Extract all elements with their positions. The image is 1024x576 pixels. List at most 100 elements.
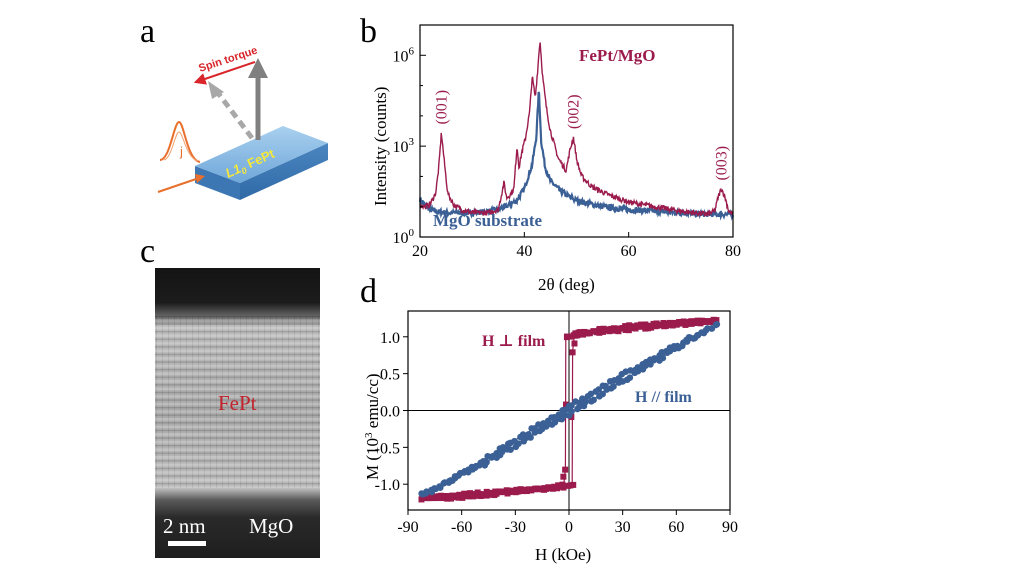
hysteresis-xlabel: H (kOe)	[535, 545, 591, 564]
par-marker	[659, 354, 667, 362]
perp-marker	[536, 486, 543, 493]
perp-marker	[610, 327, 617, 334]
x-tick-label-0: -90	[397, 519, 418, 536]
panel-label-c: c	[140, 233, 155, 270]
x-tick-label-2: 60	[621, 243, 637, 260]
perp-marker	[664, 321, 671, 328]
perp-marker	[429, 494, 436, 501]
perp-marker	[577, 329, 584, 336]
par-marker	[610, 383, 617, 390]
x-tick-label-2: -30	[505, 519, 526, 536]
series-mgo-substrate-line	[418, 91, 735, 221]
xrd-plot-area: (001) (002) (003)	[418, 42, 735, 221]
par-marker	[507, 446, 514, 454]
perp-marker	[697, 320, 704, 327]
panel-c-tem-image: FePt MgO 2 nm	[155, 268, 320, 558]
perp-marker	[541, 485, 548, 492]
y-tick-label-2: 0.0	[380, 404, 400, 421]
xrd-xlabel: 2θ (deg)	[538, 275, 595, 294]
spin-torque-arrow	[193, 61, 256, 85]
perp-marker	[436, 495, 443, 502]
current-arrow	[157, 177, 200, 193]
perp-marker	[654, 322, 661, 329]
y-tick-label-3: 0.5	[380, 367, 400, 384]
current-pulse-icon	[159, 120, 201, 163]
perp-marker	[703, 318, 710, 325]
par-marker	[650, 356, 658, 364]
perp-marker	[466, 493, 473, 500]
slab-top	[195, 126, 328, 183]
perp-marker	[572, 330, 579, 337]
slab-side	[240, 143, 328, 200]
y-tick-label-0: -1.0	[375, 477, 400, 494]
hysteresis-ylabel: M (103 emu/cc)	[363, 373, 382, 480]
perp-marker	[678, 319, 685, 326]
peak-label-0: (001)	[433, 90, 450, 125]
perp-marker	[487, 489, 494, 496]
par-marker	[515, 440, 522, 447]
perp-marker	[563, 401, 570, 408]
legend-h-par-film: H // film	[635, 389, 693, 406]
perp-marker	[547, 484, 554, 491]
perp-marker	[694, 319, 701, 326]
par-marker	[590, 396, 597, 404]
perp-marker	[596, 329, 603, 336]
hysteresis-ticks: -90 -60 -30 0 30 60 90 -1.0 -0.5 0.0 0.5 1.0	[375, 330, 738, 536]
par-marker	[584, 393, 592, 400]
perp-marker	[455, 494, 462, 501]
par-marker	[455, 472, 462, 479]
perp-marker	[497, 489, 504, 496]
panel-b-chart: (001) (002) (003) 20 40 60 80 100 103 106 2θ (de…	[371, 24, 741, 294]
perp-marker	[685, 320, 692, 327]
par-marker	[712, 321, 720, 329]
x-tick-label-0: 20	[412, 243, 428, 260]
slab-front	[195, 166, 240, 200]
panel-d-chart: -90 -60 -30 0 30 60 90 -1.0 -0.5 0.0 0.5 1.0 H (kOe…	[363, 310, 738, 564]
par-marker	[423, 488, 430, 495]
mgo-label: MgO	[249, 514, 293, 538]
x-tick-label-3: 0	[565, 519, 573, 536]
panel-label-b: b	[360, 13, 377, 50]
perp-marker	[564, 333, 571, 340]
perp-marker	[627, 325, 634, 332]
par-marker	[498, 448, 506, 456]
perp-marker	[565, 482, 572, 489]
perp-marker	[713, 317, 720, 324]
perp-marker	[569, 349, 576, 356]
x-tick-label-5: 60	[668, 519, 684, 536]
dashed-arrow-head	[208, 81, 224, 99]
par-marker	[440, 479, 448, 487]
perp-marker	[506, 487, 513, 494]
perp-marker	[657, 322, 664, 329]
legend-h-perp-film: H ⊥ film	[482, 333, 546, 350]
perp-marker	[560, 473, 567, 480]
x-tick-label-4: 30	[615, 519, 631, 536]
par-marker	[504, 440, 512, 448]
perp-marker	[474, 490, 481, 497]
scalebar	[168, 541, 206, 546]
par-marker	[476, 461, 483, 469]
perp-marker	[520, 487, 527, 494]
par-marker	[559, 406, 566, 414]
perp-marker	[444, 495, 451, 502]
current-label: j	[179, 144, 183, 159]
panel-a-schematic: Spin torque L10 FePt j	[157, 45, 328, 200]
xrd-ylabel: Intensity (counts)	[371, 87, 390, 206]
par-marker	[431, 485, 438, 492]
par-marker	[626, 374, 634, 381]
par-marker	[488, 454, 496, 461]
tem-lattice	[155, 316, 320, 488]
perp-marker	[562, 466, 569, 473]
perp-marker	[637, 323, 644, 330]
perp-marker	[586, 330, 593, 337]
dashed-grey-arrow	[216, 91, 254, 140]
par-marker	[568, 408, 575, 415]
peak-label-2: (003)	[714, 146, 731, 181]
perp-marker	[466, 490, 473, 497]
par-marker	[599, 390, 606, 398]
y-tick-label-0: 100	[393, 227, 415, 247]
xrd-ticks: 20 40 60 80 100 103 106	[393, 24, 741, 260]
perp-marker	[571, 340, 578, 347]
legend-mgo-substrate: MgO substrate	[433, 211, 543, 230]
